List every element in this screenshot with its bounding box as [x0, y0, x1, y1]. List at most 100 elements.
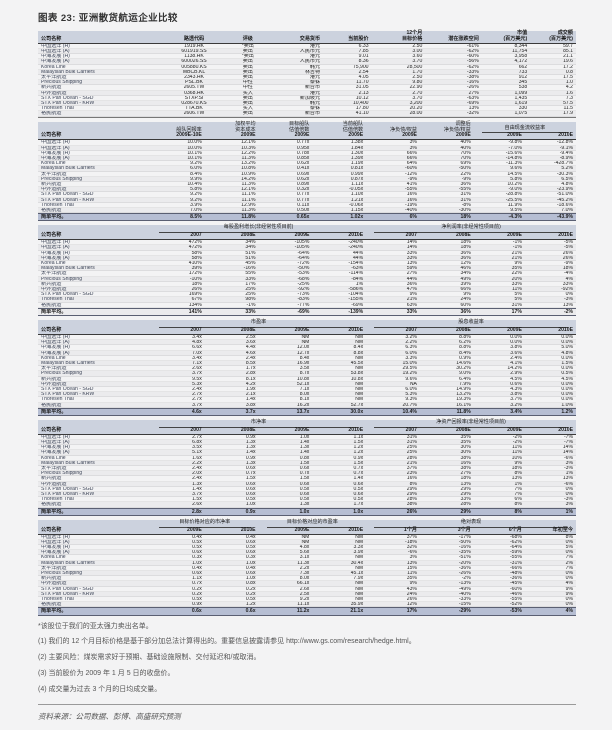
- group-header: 绝对表现: [366, 519, 576, 528]
- value-cell: 0.77x: [258, 197, 313, 203]
- value-cell: 1.5x: [258, 460, 313, 466]
- group-header-row: 船队回报率 加权平均 资本成本 目标船队 估值倍数 当前船队 估值倍数 净负债/权益 调整…: [38, 120, 576, 134]
- value-cell: 38%: [366, 502, 420, 509]
- value-cell: 3%: [366, 140, 420, 146]
- table-row: 中海发展 (A) 58% 51% -64% 44% 33% 36% 21% 26%: [38, 255, 576, 262]
- value-cell: 4.5%: [525, 377, 576, 382]
- value-cell: 5.8%: [473, 176, 525, 182]
- table-row: Korea Line 9.2% 13.2% 0.62x 1.19x 64% 69% -11.3…: [38, 161, 576, 166]
- average-value: 3.7x: [204, 407, 259, 416]
- value-cell: -73%: [259, 292, 313, 297]
- value-cell: 买入: [226, 90, 270, 96]
- value-cell: 2.13: [323, 90, 372, 96]
- footnote: *该股位于我们的亚太强力卖出名单。: [38, 622, 153, 630]
- value-cell: 3.70: [371, 59, 426, 65]
- value-cell: 13%: [419, 481, 474, 487]
- value-cell: 8%: [473, 502, 525, 509]
- value-cell: 3.60: [372, 54, 426, 59]
- value-cell: 1.0: [530, 80, 576, 86]
- group-header: 净负债/权益: [390, 126, 417, 133]
- column-header: 2009E: [312, 132, 367, 141]
- value-cell: 26%: [524, 255, 576, 262]
- value-cell: -12.8%: [525, 140, 576, 146]
- value-cell: 0.6x: [205, 487, 259, 492]
- value-cell: 10%: [474, 456, 525, 461]
- value-cell: 5.0%: [525, 345, 576, 350]
- group-header: 目标船队 估值倍数: [288, 120, 310, 133]
- value-cell: 66%: [366, 155, 420, 162]
- table-row: 中外运航运 26% 25% -92% -586% 47% 66% 11% -92%: [38, 287, 576, 293]
- value-cell: 16.9x: [258, 360, 313, 367]
- average-value: -2%: [524, 307, 576, 317]
- average-value: 0.6x: [150, 607, 205, 616]
- table-pe-dividend-yield: 市盈率 股息收益率 公司名称 2007 2008E 2009E 2010E 2007 2008E…: [38, 319, 576, 416]
- value-cell: 0.6x: [204, 550, 259, 556]
- value-cell: 林吉特: [269, 69, 324, 76]
- value-cell: 卖出: [226, 101, 270, 107]
- value-cell: 11%: [473, 287, 525, 293]
- company-cell: STX Pan Ocean - SGD: [38, 96, 162, 101]
- company-cell: STX Pan Ocean - SGD: [38, 387, 151, 392]
- value-cell: -8.9%: [524, 155, 576, 162]
- value-cell: *卖出: [226, 54, 269, 59]
- column-header-row: 公司名称 2009E-10E 2009E 2009E 2009E 2009E 2009E 20…: [38, 132, 576, 141]
- value-cell: -19%: [366, 203, 420, 208]
- average-row: 简单平均。 2.8x 0.9x 1.0x 1.0x 26% 29% 8% 1%: [38, 507, 576, 516]
- value-cell: 0%: [525, 292, 576, 297]
- group-header: 市盈率: [151, 319, 366, 328]
- value-cell: 6.0%: [150, 166, 205, 172]
- value-cell: 29%: [366, 491, 420, 498]
- table-row: Precious Shipping 2.0x 0.7x 0.7x 0.7x 23% 27% 8…: [38, 471, 576, 477]
- value-cell: 2.4x: [205, 356, 259, 361]
- table-header: 船队回报率 加权平均 资本成本 目标船队 估值倍数 当前船队 估值倍数 净负债/权益 调整…: [38, 120, 576, 141]
- column-header: 2009E: [419, 132, 474, 141]
- value-cell: 59%: [366, 266, 420, 272]
- value-cell: 0.5x: [259, 487, 313, 492]
- value-cell: 345: [481, 80, 531, 86]
- table-target-multiples-performance: 目标价格对应的市净率 目标价格对应的市盈率 绝对表现 公司名称 2009E 2010E 20…: [38, 519, 576, 616]
- value-cell: 0%: [524, 571, 576, 577]
- value-cell: 1.2x: [312, 445, 366, 450]
- value-cell: 538: [482, 85, 530, 90]
- rating-overview-table: 公司名称 路透代码 评级 交易货币 当前股价 12个月 目标价格 潜在涨跌空间 市值 (百万美…: [38, 30, 576, 118]
- value-cell: -114%: [312, 271, 366, 276]
- value-cell: 0.78x: [259, 151, 313, 156]
- value-cell: 4.3%: [474, 387, 525, 392]
- value-cell: -64%: [259, 251, 313, 256]
- value-cell: 028670.KS: [161, 101, 227, 107]
- value-cell: -9%: [419, 176, 474, 182]
- column-header: 3个月: [419, 527, 474, 535]
- value-cell: MBCB.KL: [161, 69, 227, 76]
- value-cell: 6.6x: [151, 345, 205, 350]
- value-cell: 172%: [151, 271, 205, 276]
- value-cell: 58%: [151, 251, 205, 256]
- column-header: 2007: [150, 427, 205, 435]
- value-cell: 0.77x: [259, 140, 313, 146]
- value-cell: 12.9%: [205, 203, 259, 208]
- value-cell: 33%: [474, 282, 525, 287]
- column-header: 2009E: [258, 132, 313, 141]
- value-cell: 28%: [419, 502, 474, 509]
- value-cell: 8.8%: [420, 334, 474, 340]
- table-row: 中海发展 (H) 0.5x 0.5x 4.8x 3.3x 32% -16% -64% 5%: [38, 545, 576, 550]
- value-cell: 43%: [366, 587, 420, 592]
- value-cell: 28%: [366, 497, 420, 502]
- value-cell: 8.4%: [419, 350, 474, 356]
- value-cell: 24%: [419, 297, 474, 303]
- company-cell: 新兴航运: [38, 377, 151, 382]
- value-cell: 1,075: [481, 111, 531, 118]
- column-header: 2009E: [473, 132, 525, 141]
- value-cell: 0.77x: [259, 192, 313, 197]
- table-row: Korea Line 0.3x 0.3x 3.1x NM 3% -51% -55% 7%: [38, 555, 576, 560]
- value-cell: 0.41x: [258, 166, 313, 172]
- value-cell: -72%: [259, 261, 313, 266]
- value-cell: 2.0x: [150, 471, 205, 477]
- value-cell: 4.8x: [150, 340, 205, 346]
- column-header: 路透代码: [161, 31, 227, 44]
- value-cell: 35.9x: [312, 602, 367, 608]
- average-value: 6%: [366, 213, 420, 222]
- value-cell: -92%: [258, 287, 313, 293]
- disclosure-url[interactable]: http://www.gs.com/research/hedge.html: [286, 638, 409, 646]
- value-cell: 21%: [474, 251, 525, 256]
- value-cell: 66%: [366, 151, 420, 156]
